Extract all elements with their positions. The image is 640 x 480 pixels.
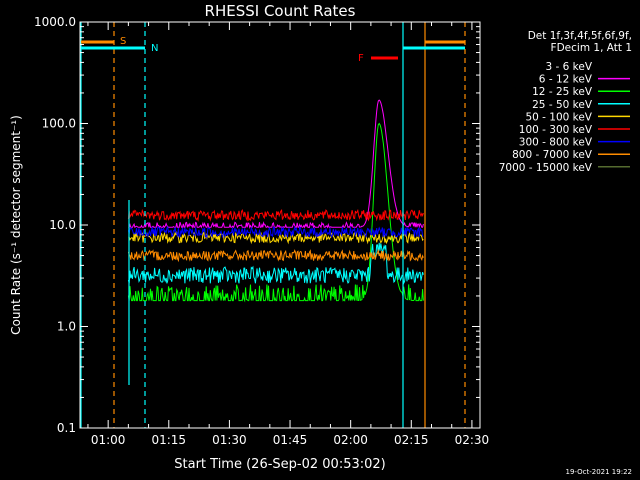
y-tick-label: 100.0 (42, 117, 76, 131)
y-tick-label: 10.0 (49, 218, 76, 232)
legend-entry-label: 50 - 100 keV (525, 111, 592, 123)
series-line-12-25-kev (127, 122, 424, 303)
y-tick-label: 1.0 (57, 320, 76, 334)
legend-entry-label: 3 - 6 keV (545, 61, 592, 73)
x-tick-label: 01:30 (212, 433, 247, 447)
legend-entry-label: 25 - 50 keV (532, 99, 593, 111)
series-line-6-12-kev (128, 99, 424, 229)
legend-entry-label: 800 - 7000 keV (512, 149, 593, 161)
series-line-100-300-kev (127, 208, 424, 223)
series-line-3-6-kev (127, 261, 424, 344)
x-tick-label: 01:45 (273, 433, 308, 447)
legend-title-line: Det 1f,3f,4f,5f,6f,9f, (528, 30, 632, 42)
y-tick-label: 0.1 (57, 421, 76, 435)
y-axis-label: Count Rate (s⁻¹ detector segment⁻¹) (9, 115, 23, 335)
x-tick-label: 01:15 (151, 433, 186, 447)
chart-title: RHESSI Count Rates (205, 2, 356, 20)
plot-frame (79, 21, 481, 429)
series-line-300-800-kev (127, 225, 424, 239)
series-line-800-7000-kev (127, 248, 424, 263)
footer-timestamp: 19-Oct-2021 19:22 (566, 468, 632, 476)
legend-title-line: FDecim 1, Att 1 (551, 42, 632, 54)
x-tick-label: 01:00 (91, 433, 126, 447)
legend-entry-label: 300 - 800 keV (519, 137, 593, 149)
x-tick-label: 02:00 (333, 433, 368, 447)
x-axis-label: Start Time (26-Sep-02 00:53:02) (174, 457, 385, 472)
legend-entry-label: 7000 - 15000 keV (499, 162, 593, 174)
legend-entry-label: 6 - 12 keV (539, 74, 593, 86)
y-tick-label: 1000.0 (34, 15, 76, 29)
marker-label-s: S (120, 36, 126, 47)
legend-entry-label: 12 - 25 keV (532, 86, 593, 98)
x-tick-label: 02:15 (394, 433, 429, 447)
marker-label-f: F (358, 53, 364, 64)
legend-entry-label: 100 - 300 keV (519, 124, 593, 136)
x-tick-label: 02:30 (455, 433, 490, 447)
marker-label-n: N (151, 43, 158, 54)
